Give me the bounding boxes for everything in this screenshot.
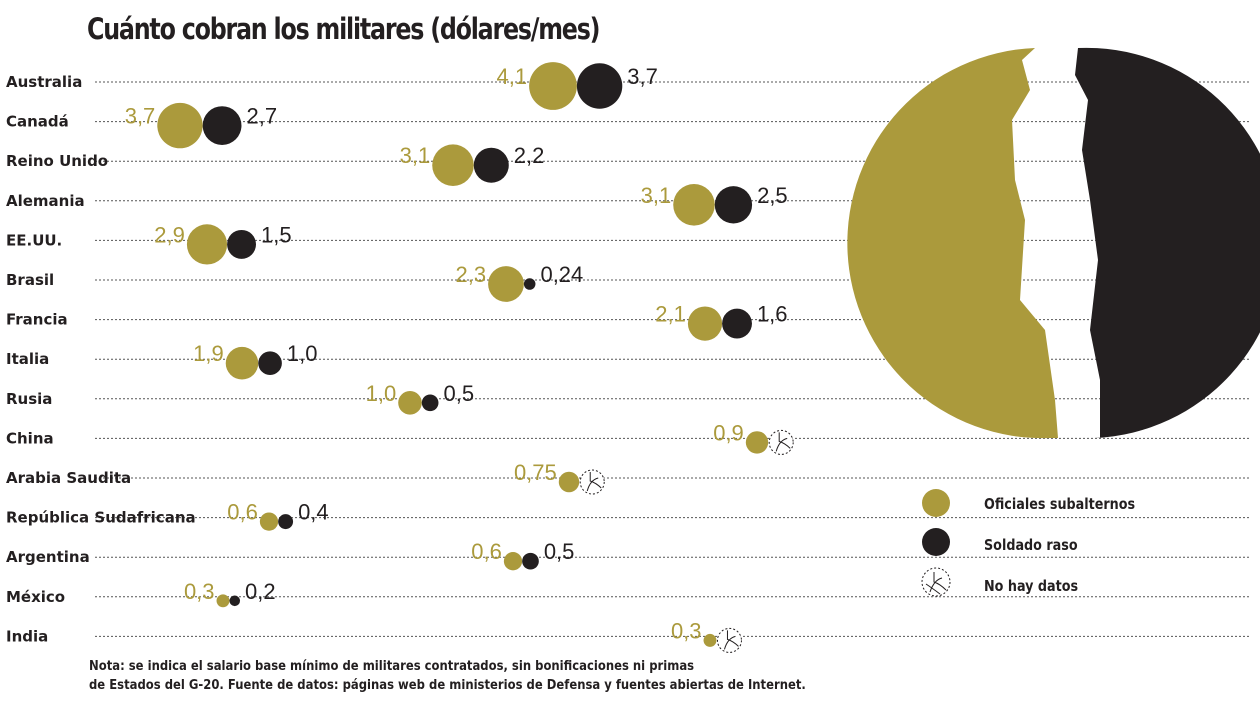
- officer-bubble: [673, 184, 715, 226]
- country-label: Rusia: [6, 390, 52, 408]
- country-label: México: [6, 588, 65, 606]
- officer-bubble: [157, 102, 203, 149]
- officer-value-label: 3,1: [400, 143, 431, 168]
- soldier-bubble: [714, 186, 753, 224]
- soldier-bubble: [278, 514, 294, 530]
- soldier-value-label: 2,7: [246, 104, 277, 129]
- soldier-bubble: [722, 308, 752, 339]
- officer-value-label: 0,3: [184, 579, 215, 604]
- no-data-icon: [716, 627, 742, 653]
- officer-bubble: [225, 346, 259, 380]
- officer-value-label: 0,6: [471, 539, 502, 564]
- soldier-value-label: 1,6: [757, 302, 788, 327]
- officer-value-label: 0,75: [514, 460, 557, 485]
- officer-bubble: [703, 633, 717, 647]
- legend-officers-marker: [922, 489, 950, 517]
- soldier-bubble: [522, 552, 539, 570]
- officer-value-label: 3,1: [641, 183, 672, 208]
- soldier-silhouette-icon: [847, 47, 1260, 439]
- soldier-bubble: [229, 595, 241, 607]
- footnote: Nota: se indica el salario base mínimo d…: [89, 657, 806, 695]
- soldier-value-label: 3,7: [627, 64, 658, 89]
- soldier-bubble: [473, 147, 509, 183]
- no-data-icon: [768, 429, 794, 455]
- soldier-value-label: 2,5: [757, 183, 788, 208]
- country-label: Italia: [6, 350, 49, 368]
- country-label: Francia: [6, 311, 68, 329]
- no-data-icon: [579, 469, 605, 495]
- officer-value-label: 1,9: [193, 341, 224, 366]
- country-label: Canadá: [6, 113, 69, 131]
- country-label: Australia: [6, 73, 82, 91]
- officer-bubble: [432, 144, 474, 186]
- officer-bubble: [558, 471, 580, 493]
- country-label: Reino Unido: [6, 152, 108, 170]
- officer-bubble: [186, 224, 228, 265]
- country-label: India: [6, 627, 48, 645]
- legend-no-data: No hay datos: [984, 577, 1079, 595]
- officer-value-label: 2,3: [456, 262, 487, 287]
- soldier-value-label: 1,5: [261, 222, 292, 247]
- soldier-value-label: 0,4: [298, 500, 329, 525]
- officer-value-label: 1,0: [366, 381, 397, 406]
- officer-value-label: 4,1: [497, 64, 528, 89]
- soldier-bubble: [421, 394, 439, 412]
- officer-value-label: 2,1: [655, 302, 686, 327]
- soldier-value-label: 0,24: [540, 262, 583, 287]
- country-label: EE.UU.: [6, 231, 62, 249]
- officer-value-label: 0,9: [713, 420, 744, 445]
- country-label: Alemania: [6, 192, 85, 210]
- officer-bubble: [259, 512, 279, 531]
- legend-markers: [921, 489, 951, 597]
- legend-officers: Oficiales subalternos: [984, 495, 1136, 513]
- officer-value-label: 3,7: [125, 104, 156, 129]
- officer-bubble: [488, 266, 524, 302]
- soldier-value-label: 0,5: [443, 381, 474, 406]
- officer-bubble: [216, 594, 230, 608]
- officer-bubble: [529, 62, 577, 110]
- soldier-value-label: 1,0: [287, 341, 318, 366]
- officer-value-label: 0,6: [227, 500, 258, 525]
- soldier-value-label: 2,2: [514, 143, 545, 168]
- legend-soldier-marker: [922, 528, 950, 556]
- soldier-bubble: [258, 351, 282, 376]
- officer-value-label: 2,9: [154, 222, 185, 247]
- country-label: China: [6, 429, 54, 447]
- soldier-value-label: 0,5: [544, 539, 575, 564]
- note-line-1: Nota: se indica el salario base mínimo d…: [89, 658, 695, 674]
- country-label: Arabia Saudita: [6, 469, 131, 487]
- officer-value-label: 0,3: [671, 618, 702, 643]
- soldier-bubble: [523, 278, 536, 290]
- soldier-value-label: 0,2: [245, 579, 276, 604]
- legend-soldier: Soldado raso: [984, 536, 1078, 554]
- country-label: Argentina: [6, 548, 90, 566]
- officer-bubble: [398, 391, 422, 415]
- officer-bubble: [503, 552, 523, 571]
- soldier-bubble: [227, 229, 256, 259]
- officer-bubble: [687, 306, 723, 341]
- no-data-icon: [921, 567, 951, 597]
- soldier-bubble: [576, 63, 623, 109]
- country-label: República Sudafricana: [6, 509, 196, 527]
- note-line-2: de Estados del G-20. Fuente de datos: pá…: [89, 677, 806, 693]
- chart-title: Cuánto cobran los militares (dólares/mes…: [87, 12, 600, 46]
- officer-bubble: [745, 431, 769, 454]
- soldier-bubble: [202, 106, 242, 145]
- country-label: Brasil: [6, 271, 54, 289]
